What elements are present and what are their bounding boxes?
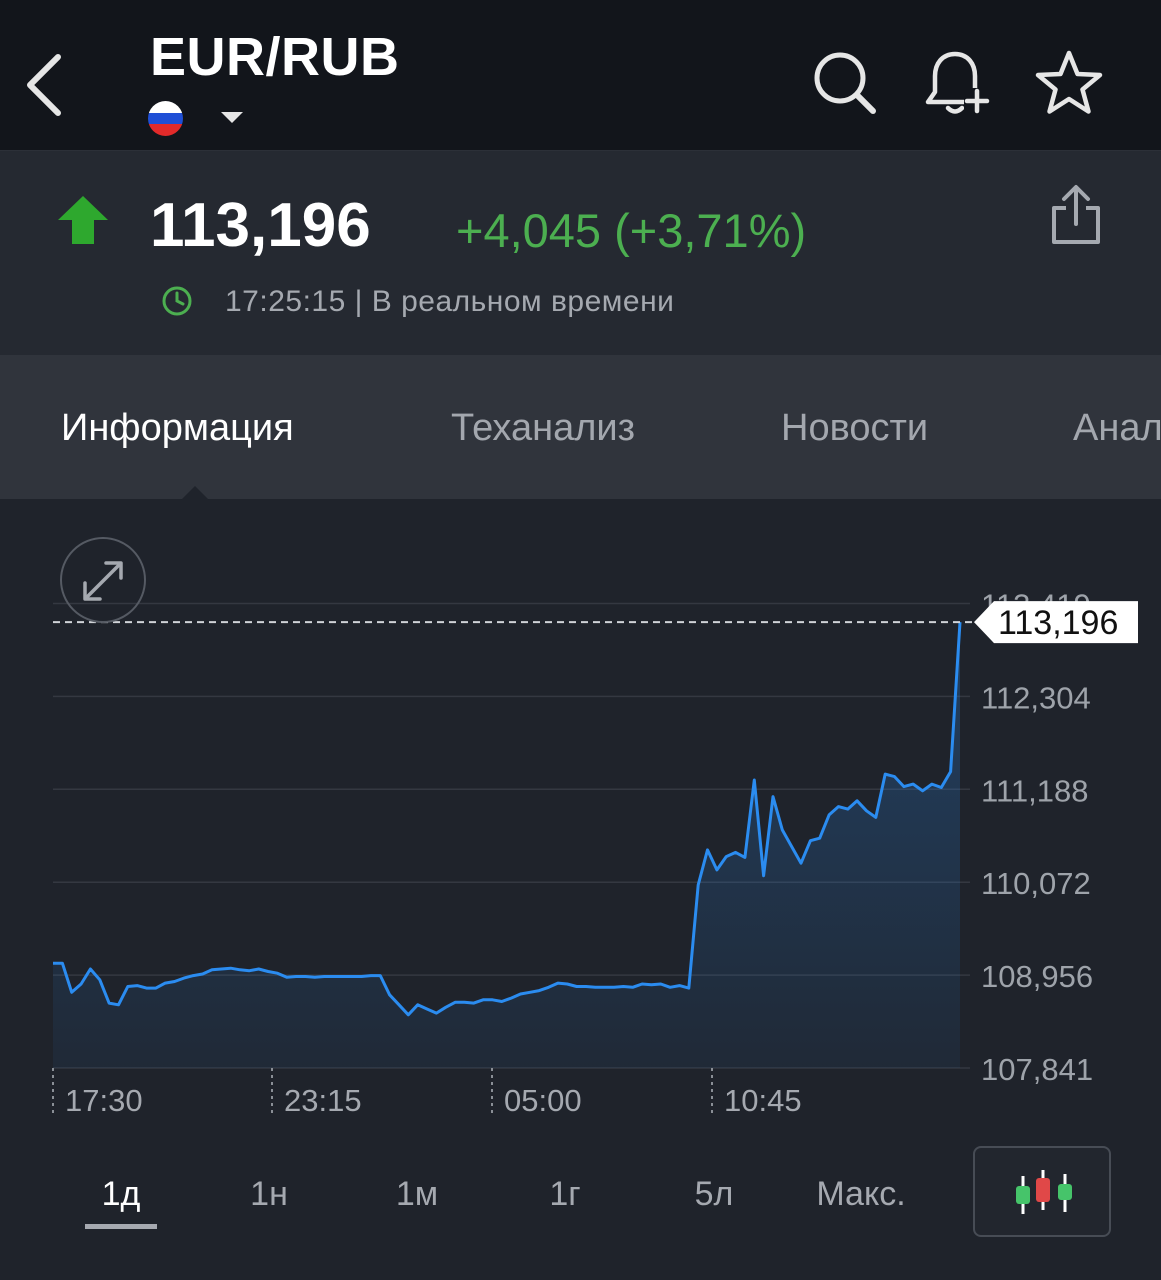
candlestick-chart-button[interactable] [973,1146,1111,1237]
timestamp: 17:25:15 | В реальном времени [225,285,675,318]
clock-icon [162,286,192,316]
quote-panel [0,151,1161,355]
russia-flag-icon[interactable] [148,101,183,136]
star-icon[interactable] [1034,48,1104,118]
x-tick-label: 10:45 [724,1083,802,1118]
x-tick-label: 23:15 [284,1083,362,1118]
period-1w[interactable]: 1н [250,1175,288,1213]
y-tick-label: 110,072 [981,866,1091,901]
expand-icon [83,561,123,601]
tab-news[interactable]: Новости [781,407,929,449]
y-tick-label: 111,188 [981,773,1088,808]
active-period-underline [85,1224,157,1229]
tab-technical-analysis[interactable]: Теханализ [451,407,636,449]
share-icon[interactable] [1048,182,1104,248]
price-change: +4,045 (+3,71%) [456,204,807,257]
price-chart[interactable]: 113,419112,304111,188110,072108,956107,8… [0,560,1161,1130]
add-alert-bell-icon[interactable] [920,48,990,118]
current-price-tag [974,601,1138,644]
series-line [53,622,962,1017]
active-tab-pointer [181,486,209,500]
period-1m[interactable]: 1м [395,1175,439,1213]
x-tick-label: 17:30 [65,1083,143,1118]
arrow-up-icon [58,196,108,244]
period-selector: 1д 1н 1м 1г 5л Макс. [0,1160,960,1240]
tab-information[interactable]: Информация [61,407,294,449]
period-5y[interactable]: 5л [694,1175,734,1213]
candlestick-icon [1016,1170,1072,1214]
page-title: EUR/RUB [150,27,400,87]
top-bar [0,0,1161,151]
back-icon[interactable] [20,45,70,125]
y-tick-label: 107,841 [981,1052,1093,1087]
expand-chart-button[interactable] [60,537,146,623]
tab-bar: Информация Теханализ Новости Анал [0,355,1161,499]
y-tick-label: 112,304 [981,680,1091,715]
tab-analysis[interactable]: Анал [1073,407,1161,449]
chevron-down-icon[interactable] [221,112,243,123]
y-tick-label: 108,956 [981,959,1093,994]
x-tick-label: 05:00 [504,1083,582,1118]
area-fill [53,622,960,1068]
period-1y[interactable]: 1г [549,1175,581,1213]
search-icon[interactable] [810,48,880,118]
period-max[interactable]: Макс. [816,1175,906,1213]
current-price-label: 113,196 [998,604,1118,642]
period-1d[interactable]: 1д [101,1175,141,1213]
price-value: 113,196 [150,191,371,260]
